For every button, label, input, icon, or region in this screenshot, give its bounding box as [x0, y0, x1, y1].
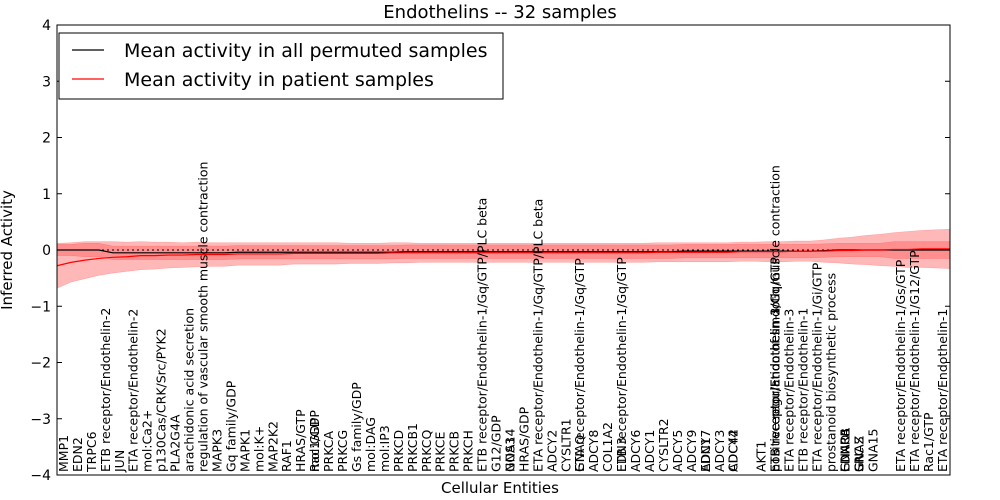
entity-label: ETA receptor/Endothelin-1	[935, 309, 950, 472]
entity-label: ETA receptor/Endothelin-3	[782, 309, 797, 472]
entity-label: regulation of vascular smooth muscle con…	[196, 162, 211, 472]
entity-label: EDNRB	[837, 428, 852, 472]
legend-label-permuted: Mean activity in all permuted samples	[124, 40, 487, 62]
entity-label: ETA receptor/Endothelin-1/Gq/GTP/PLC bet…	[530, 199, 545, 472]
entity-label: ETA receptor/Endothelin-2	[126, 309, 141, 472]
entity-label: ETB receptor/Endothelin-1/Gq/GTP	[768, 257, 783, 472]
entity-label: positive regulation of smooth muscle con…	[768, 165, 783, 472]
entity-label: PRKCQ	[419, 430, 434, 472]
entity-label: ADCY3	[712, 430, 727, 472]
entity-label: ADCY9	[684, 430, 699, 472]
entity-label: arachidonic acid secretion	[182, 308, 197, 472]
x-axis-label: Cellular Entities	[441, 479, 559, 497]
entity-label: GNAQ	[572, 435, 587, 472]
entity-label: PRKCA	[321, 431, 336, 472]
entity-label: ETB receptor/Endothelin-1/Gq/GTP/PLC bet…	[475, 198, 490, 472]
y-tick-label: 4	[42, 18, 51, 34]
entity-label: CYSLTR2	[656, 418, 671, 472]
entity-label: ETB receptor/Endothelin-2/Gq/GTP	[768, 257, 783, 472]
entity-label: Rac1/GDP	[307, 410, 322, 472]
entity-label: ADCY6	[628, 430, 643, 472]
entity-label: ETB receptor/Endothelin-1/Gq/GTP	[614, 257, 629, 472]
entity-label: EDN1	[698, 437, 713, 472]
y-tick-label: 0	[42, 243, 51, 259]
entity-label: RAF1	[279, 440, 294, 472]
entity-label: GNAS	[851, 436, 866, 472]
entity-label: GNAO1	[837, 427, 852, 472]
entity-label: mol:GDP	[307, 417, 322, 472]
legend-label-patient: Mean activity in patient samples	[124, 69, 434, 91]
entity-label: PRKCD	[391, 430, 406, 472]
entity-label: ADCY2	[544, 430, 559, 472]
entity-label: HRAS/GTP	[293, 409, 308, 472]
entity-label: ADCY7	[698, 430, 713, 472]
entity-label: ADCY5	[670, 430, 685, 472]
entity-label: EDN3	[614, 437, 629, 472]
entity-label: ETB receptor/Endothelin-2	[98, 308, 113, 472]
entity-label: GNA15	[865, 429, 880, 473]
y-axis-label: Inferred Activity	[0, 190, 16, 310]
entity-label: HRAS/GDP	[516, 406, 531, 472]
entity-label: MMP1	[56, 435, 71, 472]
entity-label: mol:DAG	[363, 417, 378, 472]
entity-label: ETB receptor/Endothelin-1	[795, 308, 810, 472]
entity-label: CDC42	[726, 429, 741, 472]
y-tick-label: −3	[30, 412, 51, 428]
entity-label: AKT1	[754, 441, 769, 472]
y-axis-ticks: −4 −3 −2 −1 0 1 2 3 4	[30, 18, 950, 484]
entity-label: p130Cas/CRK/Src/PYK2	[154, 328, 169, 472]
entity-label: mol:IP3	[377, 425, 392, 472]
legend: Mean activity in all permuted samples Me…	[58, 32, 504, 100]
entity-label: SRC	[851, 447, 866, 472]
entity-label: ADCY8	[586, 430, 601, 472]
entity-label: Gs family/GDP	[349, 382, 364, 472]
entity-label: ETA receptor/Endothelin-1/Gq/GTP	[572, 258, 587, 472]
entity-label: TRPC6	[84, 431, 99, 473]
entity-label: MAPK1	[237, 429, 252, 472]
entity-label: EDN2	[70, 437, 85, 472]
entity-label: GNA14	[502, 428, 517, 472]
entity-label: ETA receptor/Endothelin-1/Gs/GTP	[893, 259, 908, 472]
entity-label: MAPK3	[209, 429, 224, 472]
entity-label: Rac1/GTP	[921, 412, 936, 472]
entity-label: CYSLTR1	[558, 418, 573, 472]
entity-label: ETB receptor/Endothelin-3	[768, 308, 783, 472]
entity-label: GNAZ	[851, 436, 866, 472]
chart-title: Endothelins -- 32 samples	[383, 2, 616, 23]
series-line-patient	[56, 248, 950, 267]
entity-label: JUN	[112, 450, 127, 473]
entity-label: PRKCG	[335, 430, 350, 472]
entity-label: PRKCH	[461, 430, 476, 472]
entity-label: ETA receptor/Endothelin-1/Gi/GTP	[809, 262, 824, 472]
entity-label: G12/GDP	[489, 415, 504, 472]
entity-label: COL1A2	[600, 422, 615, 472]
y-tick-label: −1	[30, 299, 51, 315]
y-tick-label: 3	[42, 74, 51, 90]
entity-label: PRKCB	[447, 431, 462, 472]
entity-label: EDNRA	[837, 428, 852, 472]
legend-box	[58, 32, 504, 100]
y-tick-label: −4	[30, 468, 51, 484]
entity-label: ETA receptor/Endothelin-1/G12/GTP	[907, 250, 922, 472]
entity-label: Gq family/GDP	[223, 380, 238, 472]
entity-label: PRKCE	[433, 432, 448, 472]
entity-label: mol:Ca2+	[140, 410, 155, 472]
entity-label: MAP2K2	[265, 421, 280, 472]
confidence-bands	[56, 228, 951, 289]
y-tick-label: −2	[30, 356, 51, 372]
entity-label: ADCY4	[726, 430, 741, 472]
entity-label: prostanoid biosynthetic process	[823, 273, 838, 472]
entity-label: mol:K+	[251, 426, 266, 472]
entity-label: PRKCB1	[405, 423, 420, 472]
entity-label: PLA2G4A	[168, 414, 183, 472]
entity-label: NOS3	[502, 437, 517, 472]
y-tick-label: 1	[42, 187, 51, 203]
series-lines	[56, 248, 950, 267]
y-tick-label: 2	[42, 131, 51, 147]
entity-label: ADCY1	[642, 430, 657, 472]
